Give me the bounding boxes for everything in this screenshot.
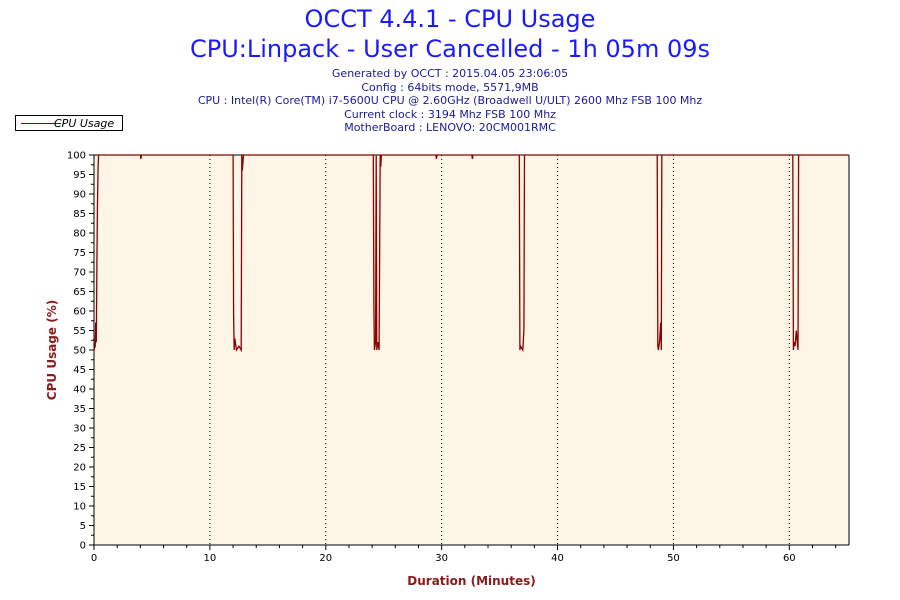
legend-label: CPU Usage [54,117,115,130]
x-tick-label: 40 [551,553,564,564]
axis-ticks: 0 5 10 15 20 25 30 35 40 45 50 55 60 65 70 75 80 85 90 95 10… [67,151,837,564]
y-tick-label: 0 [80,541,86,552]
x-tick-label: 30 [435,553,448,564]
y-tick-label: 75 [73,248,86,259]
y-tick-label: 10 [73,502,86,513]
chart-header: OCCT 4.4.1 - CPU Usage CPU:Linpack - Use… [0,4,900,135]
y-tick-label: 5 [80,521,86,532]
y-tick-label: 60 [73,307,86,318]
y-tick-label: 30 [73,424,86,435]
info-cpu: CPU : Intel(R) Core(TM) i7-5600U CPU @ 2… [197,94,703,107]
legend-swatch [21,123,61,124]
chart-legend: CPU Usage [15,115,123,131]
y-tick-label: 20 [73,463,86,474]
y-tick-label: 85 [73,209,86,220]
x-tick-label: 20 [319,553,332,564]
y-tick-label: 35 [73,404,86,415]
x-tick-label: 10 [204,553,217,564]
y-tick-label: 100 [67,151,86,162]
y-tick-label: 40 [73,385,86,396]
y-tick-label: 25 [73,443,86,454]
info-config: Config : 64bits mode, 5571,9MB [361,80,539,94]
x-tick-label: 50 [667,553,680,564]
y-tick-label: 70 [73,268,86,279]
y-tick-label: 55 [73,326,86,337]
series-line-cpu-usage [93,154,849,353]
x-axis-title: Duration (Minutes) [407,574,535,588]
y-tick-label: 80 [73,229,86,240]
info-current-clock: Current clock : 3194 Mhz FSB 100 Mhz [344,107,556,121]
y-tick-label: 50 [73,346,86,357]
chart-subtitle: CPU:Linpack - User Cancelled - 1h 05m 09… [189,35,710,63]
y-tick-label: 15 [73,482,86,493]
plot-area [94,155,849,545]
chart-title: OCCT 4.4.1 - CPU Usage [304,5,596,33]
x-tick-label: 60 [783,553,796,564]
x-tick-label: 0 [91,553,97,564]
y-axis-title: CPU Usage (%) [45,300,59,400]
y-tick-label: 45 [73,365,86,376]
y-tick-label: 95 [73,170,86,181]
grid-lines [209,155,790,545]
y-tick-label: 65 [73,287,86,298]
y-tick-label: 90 [73,190,86,201]
info-generated: Generated by OCCT : 2015.04.05 23:06:05 [331,67,569,80]
info-motherboard: MotherBoard : LENOVO: 20CM001RMC [344,121,556,134]
